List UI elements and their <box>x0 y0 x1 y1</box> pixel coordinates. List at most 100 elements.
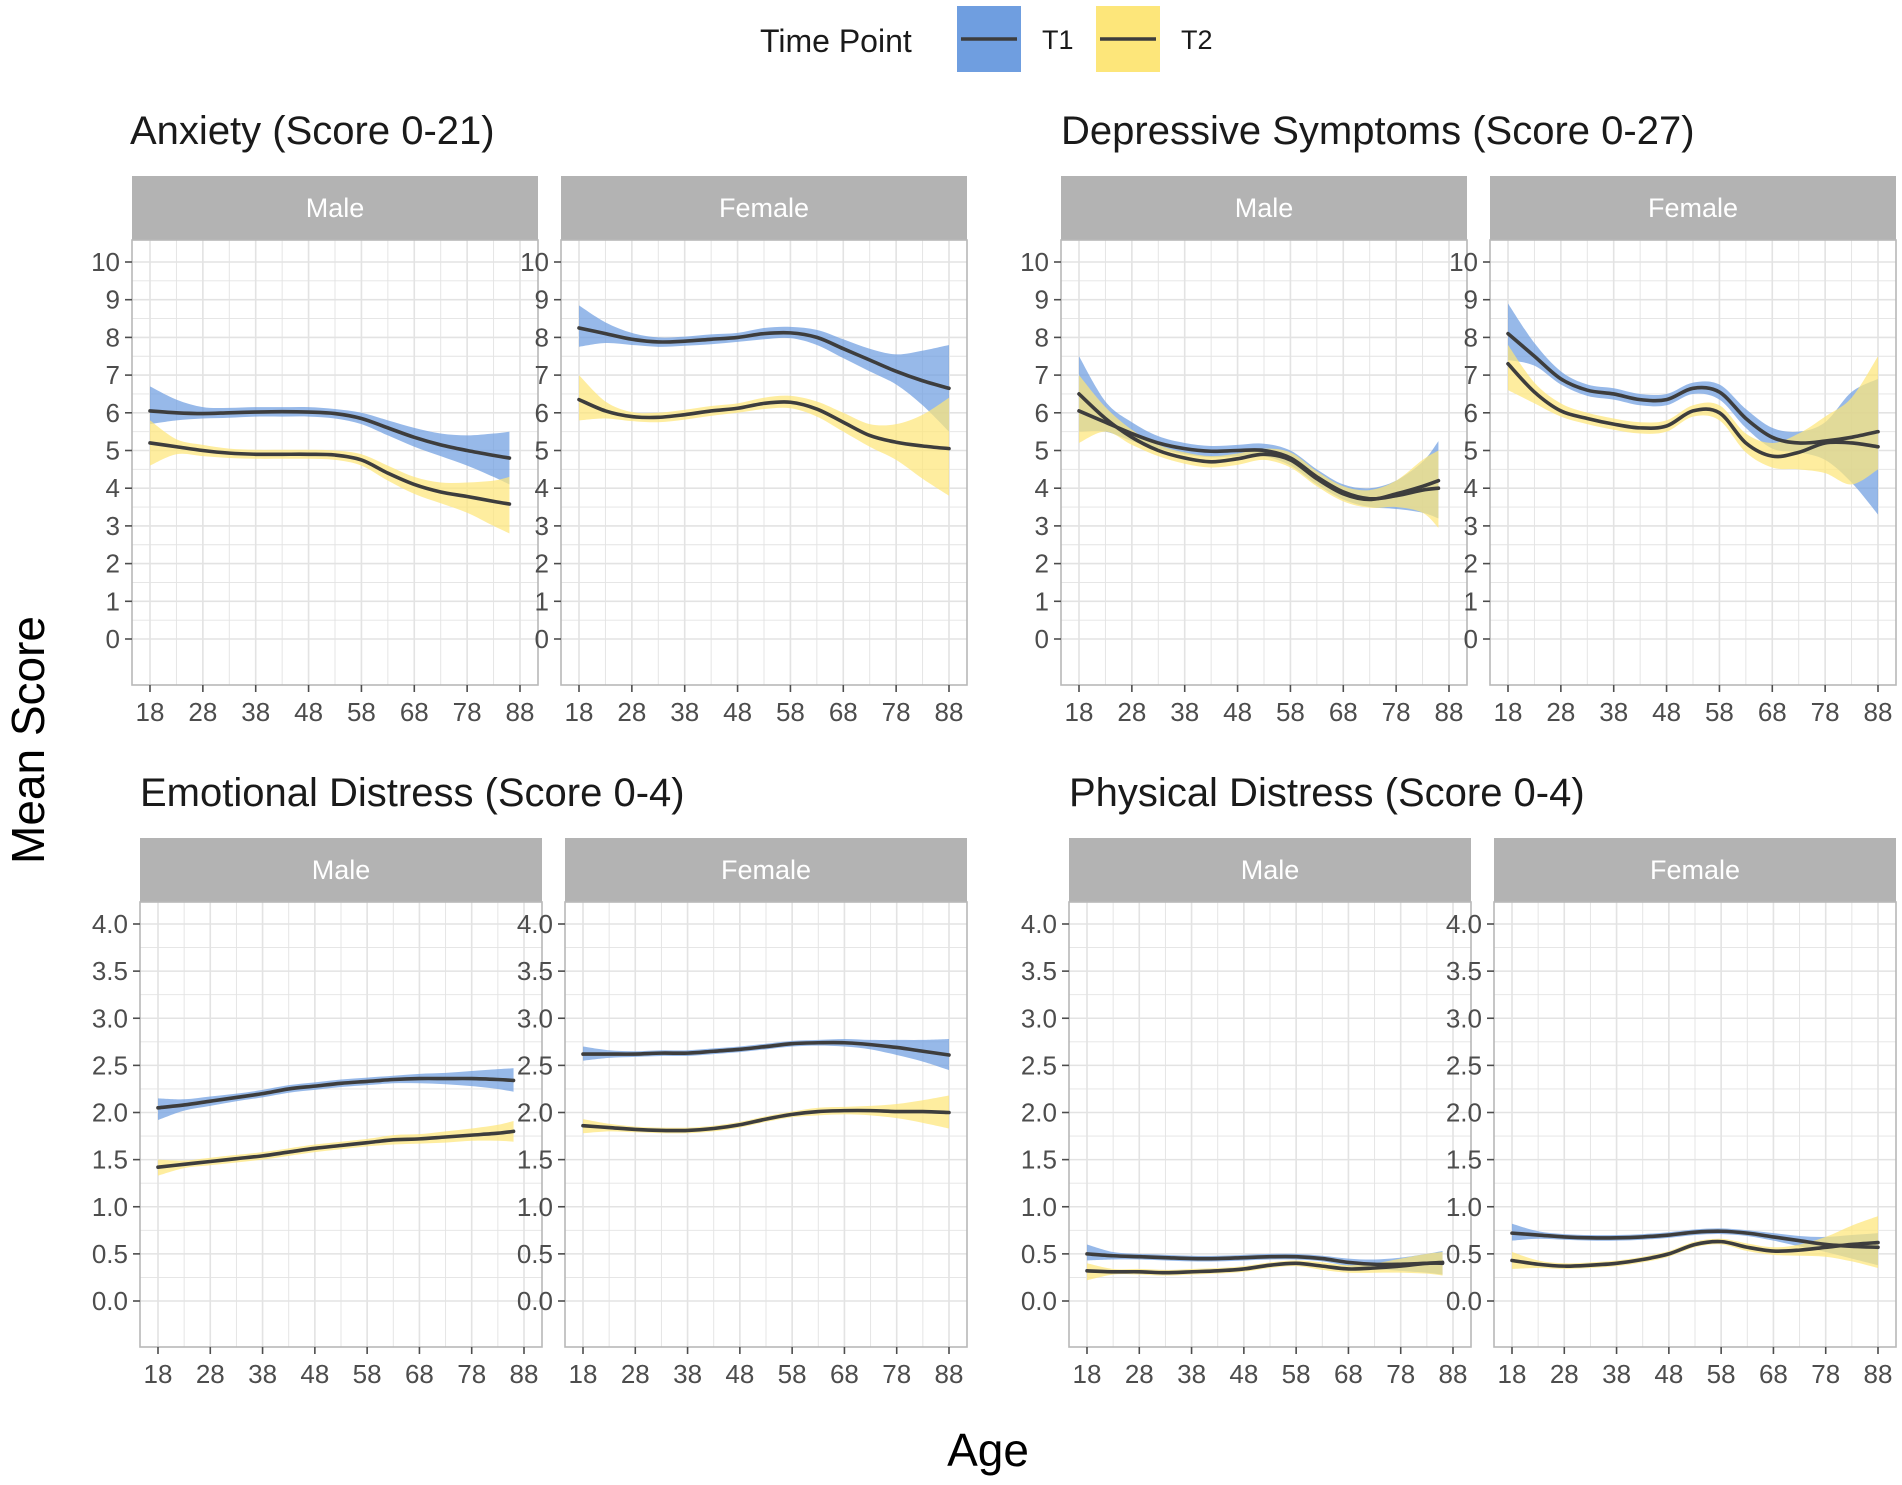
y-tick-label: 2.5 <box>1446 1050 1482 1080</box>
x-tick-label: 38 <box>1599 697 1628 727</box>
x-tick-label: 88 <box>1435 697 1464 727</box>
x-tick-label: 58 <box>778 1359 807 1389</box>
mean-line-t1 <box>148 409 512 460</box>
x-tick-label: 38 <box>248 1359 277 1389</box>
legend-label-t2: T2 <box>1181 25 1213 55</box>
x-tick-label: 78 <box>882 697 911 727</box>
y-tick-label: 1 <box>535 586 549 616</box>
y-tick-label: 1.5 <box>92 1145 128 1175</box>
x-tick-label: 28 <box>1546 697 1575 727</box>
x-tick-label: 78 <box>457 1359 486 1389</box>
panel-border <box>1060 239 1468 686</box>
y-tick-label: 0.0 <box>1446 1286 1482 1316</box>
y-tick-label: 5 <box>106 436 120 466</box>
x-tick-label: 88 <box>510 1359 539 1389</box>
y-tick-label: 2.0 <box>92 1098 128 1128</box>
x-tick-label: 88 <box>1439 1359 1468 1389</box>
y-tick-label: 8 <box>535 322 549 352</box>
grid <box>565 902 967 1347</box>
y-tick-label: 2.0 <box>1021 1098 1057 1128</box>
panel-border <box>131 239 539 686</box>
plot-area: 18 28 38 48 58 68 78 88 0.0 0.5 1.0 1.5 2.0 2.5 3.0 3.5… <box>517 901 968 1389</box>
x-tick-label: 38 <box>241 697 270 727</box>
x-tick-label: 88 <box>935 1359 964 1389</box>
mean-line-t1 <box>156 1076 516 1110</box>
y-tick-label: 10 <box>520 247 549 277</box>
mean-line-t2 <box>156 1129 516 1169</box>
mean-line-t2 <box>1510 1239 1880 1268</box>
y-tick-label: 3 <box>106 511 120 541</box>
y-tick-label: 3.5 <box>92 956 128 986</box>
x-tick-label: 58 <box>1276 697 1305 727</box>
y-tick-label: 3.0 <box>92 1003 128 1033</box>
y-tick-label: 8 <box>1464 322 1478 352</box>
y-tick-label: 4.0 <box>517 909 553 939</box>
y-tick-label: 4.0 <box>1021 909 1057 939</box>
panel-depressive-symptoms: Depressive Symptoms (Score 0-27) Male 18… <box>1020 109 1897 727</box>
y-tick-label: 8 <box>1035 322 1049 352</box>
y-tick-label: 0 <box>106 624 120 654</box>
mean-line-t2 <box>581 1108 951 1133</box>
y-tick-label: 7 <box>1035 360 1049 390</box>
y-tick-label: 1.0 <box>1021 1192 1057 1222</box>
legend-label-t1: T1 <box>1042 25 1074 55</box>
y-tick-label: 0.0 <box>1021 1286 1057 1316</box>
x-tick-label: 48 <box>1652 697 1681 727</box>
ci-band-t2 <box>1508 344 1878 485</box>
x-tick-label: 38 <box>1170 697 1199 727</box>
y-tick-label: 5 <box>1464 436 1478 466</box>
y-tick-label: 1.0 <box>1446 1192 1482 1222</box>
x-tick-label: 18 <box>144 1359 173 1389</box>
x-tick-label: 68 <box>1334 1359 1363 1389</box>
strip-label: Male <box>1235 193 1294 223</box>
y-tick-label: 3.0 <box>1021 1003 1057 1033</box>
x-tick-label: 68 <box>400 697 429 727</box>
x-tick-label: 58 <box>347 697 376 727</box>
x-tick-label: 18 <box>1065 697 1094 727</box>
x-tick-label: 78 <box>1811 1359 1840 1389</box>
x-tick-label: 38 <box>673 1359 702 1389</box>
x-tick-label: 78 <box>1386 1359 1415 1389</box>
panel-border <box>1493 901 1897 1348</box>
y-tick-label: 1 <box>1464 586 1478 616</box>
y-tick-label: 4 <box>535 473 549 503</box>
x-tick-label: 68 <box>1759 1359 1788 1389</box>
x-tick-label: 38 <box>1177 1359 1206 1389</box>
mean-line-t2 <box>1077 392 1441 502</box>
x-tick-label: 68 <box>1758 697 1787 727</box>
y-tick-label: 0 <box>1464 624 1478 654</box>
panel-border <box>1489 239 1897 686</box>
y-tick-label: 10 <box>1449 247 1478 277</box>
x-tick-label: 48 <box>300 1359 329 1389</box>
x-tick-label: 58 <box>776 697 805 727</box>
y-tick-label: 8 <box>106 322 120 352</box>
y-tick-label: 0 <box>1035 624 1049 654</box>
mean-line-t2 <box>1506 361 1880 459</box>
y-tick-label: 3.0 <box>1446 1003 1482 1033</box>
y-tick-label: 7 <box>535 360 549 390</box>
y-tick-label: 4 <box>1464 473 1478 503</box>
y-tick-label: 2 <box>1035 549 1049 579</box>
x-tick-label: 58 <box>1705 697 1734 727</box>
x-tick-label: 18 <box>565 697 594 727</box>
plot-area: 18 28 38 48 58 68 78 88 0.0 0.5 1.0 1.5 2.0 2.5 3.0 3.5… <box>92 901 543 1389</box>
x-tick-label: 58 <box>1282 1359 1311 1389</box>
y-tick-label: 6 <box>535 398 549 428</box>
y-tick-label: 2.5 <box>92 1050 128 1080</box>
mean-line-t2 <box>1085 1261 1445 1275</box>
panel-title: Depressive Symptoms (Score 0-27) <box>1061 109 1695 153</box>
x-tick-label: 18 <box>1494 697 1523 727</box>
x-tick-label: 78 <box>1382 697 1411 727</box>
y-tick-label: 1.5 <box>1446 1145 1482 1175</box>
y-tick-label: 3.0 <box>517 1003 553 1033</box>
y-tick-label: 4.0 <box>1446 909 1482 939</box>
y-tick-label: 2 <box>535 549 549 579</box>
y-tick-label: 2.5 <box>1021 1050 1057 1080</box>
x-tick-label: 28 <box>1550 1359 1579 1389</box>
x-tick-label: 18 <box>569 1359 598 1389</box>
y-tick-label: 7 <box>1464 360 1478 390</box>
